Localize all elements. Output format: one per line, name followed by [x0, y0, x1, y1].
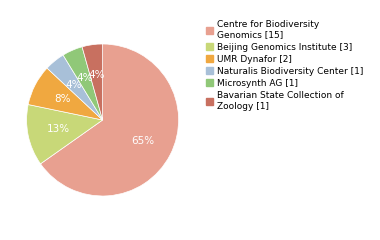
Text: 8%: 8%: [54, 94, 70, 104]
Wedge shape: [82, 44, 103, 120]
Wedge shape: [28, 68, 103, 120]
Text: 4%: 4%: [76, 73, 93, 83]
Wedge shape: [41, 44, 179, 196]
Text: 4%: 4%: [88, 70, 105, 80]
Text: 13%: 13%: [46, 124, 70, 134]
Text: 65%: 65%: [131, 136, 155, 146]
Text: 4%: 4%: [66, 80, 82, 90]
Legend: Centre for Biodiversity
Genomics [15], Beijing Genomics Institute [3], UMR Dynaf: Centre for Biodiversity Genomics [15], B…: [206, 20, 363, 111]
Wedge shape: [27, 105, 103, 164]
Wedge shape: [63, 47, 103, 120]
Wedge shape: [47, 55, 103, 120]
